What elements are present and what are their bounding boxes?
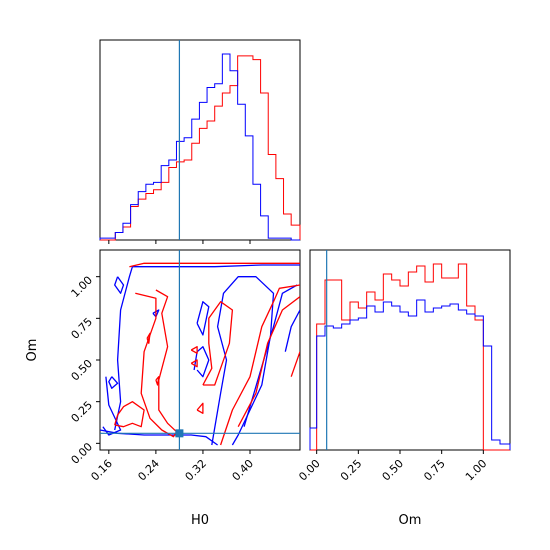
om-hist-series-0	[310, 263, 510, 451]
contour-line-series-0	[211, 276, 275, 446]
contour-line-series-1	[190, 359, 198, 368]
contour-x-tick-label: 0.16	[88, 457, 115, 484]
contour-frame	[99, 249, 301, 451]
contour-line-series-0	[100, 429, 218, 446]
om-hist-x-axis-label: Om	[399, 513, 422, 528]
contour-x-tick-label: 0.24	[135, 457, 162, 484]
om-histogram-panel: 0.00 0.25 0.50 0.75 1.00	[296, 249, 511, 484]
contour-line-series-0	[243, 284, 298, 427]
contour-line-series-1	[219, 284, 300, 446]
contour-line-series-1	[146, 332, 151, 344]
contour-y-tick-label: 0.00	[69, 440, 96, 467]
contour-line-series-1	[290, 351, 300, 377]
contour-line-series-0	[102, 376, 122, 436]
contour-line-series-0	[114, 276, 125, 294]
h0-hist-series-1	[99, 53, 300, 241]
om-x-tick-label: 0.50	[380, 457, 407, 484]
om-x-tick-label: 0.75	[421, 457, 448, 484]
contour-line-series-0	[114, 264, 300, 431]
contour-line-series-1	[237, 296, 300, 428]
h0-hist-series-0	[100, 55, 301, 241]
contour-line-series-1	[114, 401, 145, 428]
contour-line-series-0	[284, 309, 300, 352]
contour-y-tick-label: 1.00	[69, 274, 96, 301]
contour-line-series-1	[190, 346, 198, 354]
contour-line-series-1	[155, 376, 160, 386]
om-x-tick-label: 0.00	[296, 457, 323, 484]
contour-x-axis-label: H0	[191, 513, 209, 528]
om-hist-series-1	[309, 299, 511, 450]
h0-om-contour-panel: 0.16 0.24 0.32 0.40 0.00 0.25 0.50 0.75 1.00	[69, 249, 301, 484]
contour-x-tick-label: 0.32	[183, 457, 210, 484]
contour-x-tick-label: 0.40	[230, 457, 257, 484]
contour-lines	[100, 262, 300, 446]
contour-line-series-1	[202, 301, 234, 386]
contour-line-series-1	[196, 402, 204, 414]
contour-line-series-1	[129, 262, 300, 268]
contour-line-series-1	[135, 289, 178, 438]
contour-line-series-0	[108, 376, 119, 389]
contour-y-tick-label: 0.25	[69, 399, 96, 426]
contour-y-tick-label: 0.75	[69, 315, 96, 342]
contour-y-axis-label: Om	[25, 339, 40, 362]
contour-line-series-0	[193, 346, 210, 378]
truth-marker	[175, 429, 184, 438]
om-histogram-frame	[309, 249, 511, 451]
h0-histogram-frame	[99, 39, 301, 241]
om-x-tick-label: 0.25	[338, 457, 365, 484]
contour-y-tick-label: 0.50	[69, 357, 96, 384]
contour-line-series-0	[196, 301, 210, 336]
h0-histogram-panel	[99, 39, 301, 244]
om-x-tick-label: 1.00	[463, 457, 490, 484]
